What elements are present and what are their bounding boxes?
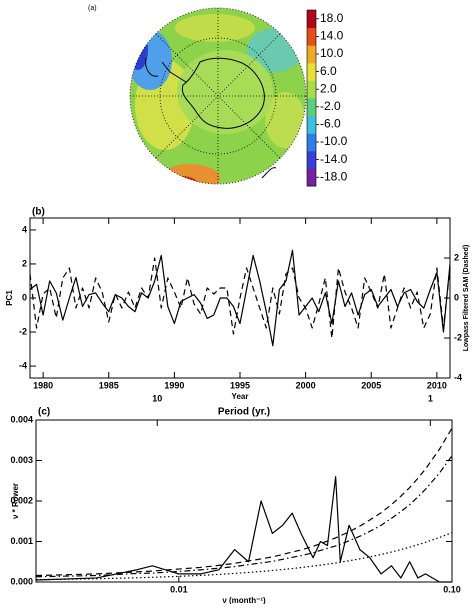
polar-map bbox=[129, 7, 307, 185]
x-tick-label: 2005 bbox=[361, 380, 381, 390]
data-line bbox=[29, 257, 451, 339]
data-line bbox=[35, 532, 453, 581]
data-line bbox=[35, 455, 453, 578]
y-tick-label: 0 bbox=[22, 292, 27, 302]
x-axis-title: ν (month⁻¹) bbox=[222, 596, 266, 604]
x2-axis-title: Period (yr.) bbox=[218, 407, 270, 418]
colorbar-swatch bbox=[307, 133, 316, 152]
y-tick-label: 0.000 bbox=[10, 576, 33, 586]
y2-axis-title: Lowpass Filtered SAM (Dashed) bbox=[463, 245, 470, 352]
y2-tick-label: -2 bbox=[454, 332, 462, 342]
x-tick-label: 1985 bbox=[99, 380, 119, 390]
x-tick-label: 2010 bbox=[427, 380, 447, 390]
x-tick-label: 2000 bbox=[296, 380, 316, 390]
y-tick-label: -4 bbox=[19, 360, 27, 370]
colorbar-swatch bbox=[307, 168, 316, 187]
y-tick-label: 0.001 bbox=[10, 536, 33, 546]
colorbar-swatch bbox=[307, 80, 316, 99]
colorbar-tick-label: -6.0 bbox=[320, 117, 341, 131]
colorbar-swatch bbox=[307, 45, 316, 64]
y2-tick-label: 2 bbox=[454, 252, 459, 262]
colorbar-swatch bbox=[307, 115, 316, 134]
colorbar-swatch bbox=[307, 150, 316, 169]
colorbar-swatch bbox=[307, 27, 316, 46]
y2-tick-label: -4 bbox=[454, 372, 462, 382]
colorbar-tick-label: 14.0 bbox=[320, 29, 344, 43]
data-line bbox=[29, 249, 451, 347]
y-tick-label: -2 bbox=[19, 326, 27, 336]
colorbar-swatch bbox=[307, 62, 316, 81]
x-tick-label: 0.10 bbox=[443, 584, 461, 594]
colorbar-tick-label: -18.0 bbox=[320, 169, 348, 183]
y2-tick-label: 0 bbox=[454, 292, 459, 302]
panel-label: (a) bbox=[88, 5, 97, 12]
colorbar-tick-label: 2.0 bbox=[320, 81, 337, 95]
colorbar-swatch bbox=[307, 10, 316, 29]
x-tick-label: 1995 bbox=[230, 380, 250, 390]
panel-label: (c) bbox=[38, 407, 50, 418]
colorbar-tick-label: -14.0 bbox=[320, 152, 348, 166]
y-tick-label: 2 bbox=[22, 258, 27, 268]
x-tick-label: 0.01 bbox=[170, 584, 188, 594]
colorbar-tick-label: 18.0 bbox=[320, 11, 344, 25]
colorbar-tick-label: 10.0 bbox=[320, 46, 344, 60]
y-tick-label: 0.003 bbox=[10, 455, 33, 465]
colorbar-swatch bbox=[307, 98, 316, 117]
y-tick-label: 0.002 bbox=[10, 495, 33, 505]
y-tick-label: 0.004 bbox=[10, 414, 33, 424]
x-tick-label: 1980 bbox=[33, 380, 53, 390]
x2-tick-label: 1 bbox=[428, 393, 433, 403]
x2-tick-label: 10 bbox=[152, 393, 162, 403]
colorbar-tick-label: 6.0 bbox=[320, 64, 337, 78]
colorbar-tick-label: -2.0 bbox=[320, 99, 341, 113]
panel-label: (b) bbox=[32, 207, 45, 218]
y-tick-label: 4 bbox=[22, 224, 27, 234]
y-axis-title: PC1 bbox=[5, 290, 14, 306]
data-line bbox=[35, 476, 452, 583]
data-line bbox=[35, 427, 453, 577]
y-axis-title: ν * Power bbox=[11, 483, 20, 519]
colorbar-tick-label: -10.0 bbox=[320, 134, 348, 148]
x-tick-label: 1990 bbox=[164, 380, 184, 390]
colorbar-frame bbox=[306, 9, 317, 187]
x-axis-title: Year bbox=[232, 392, 249, 401]
